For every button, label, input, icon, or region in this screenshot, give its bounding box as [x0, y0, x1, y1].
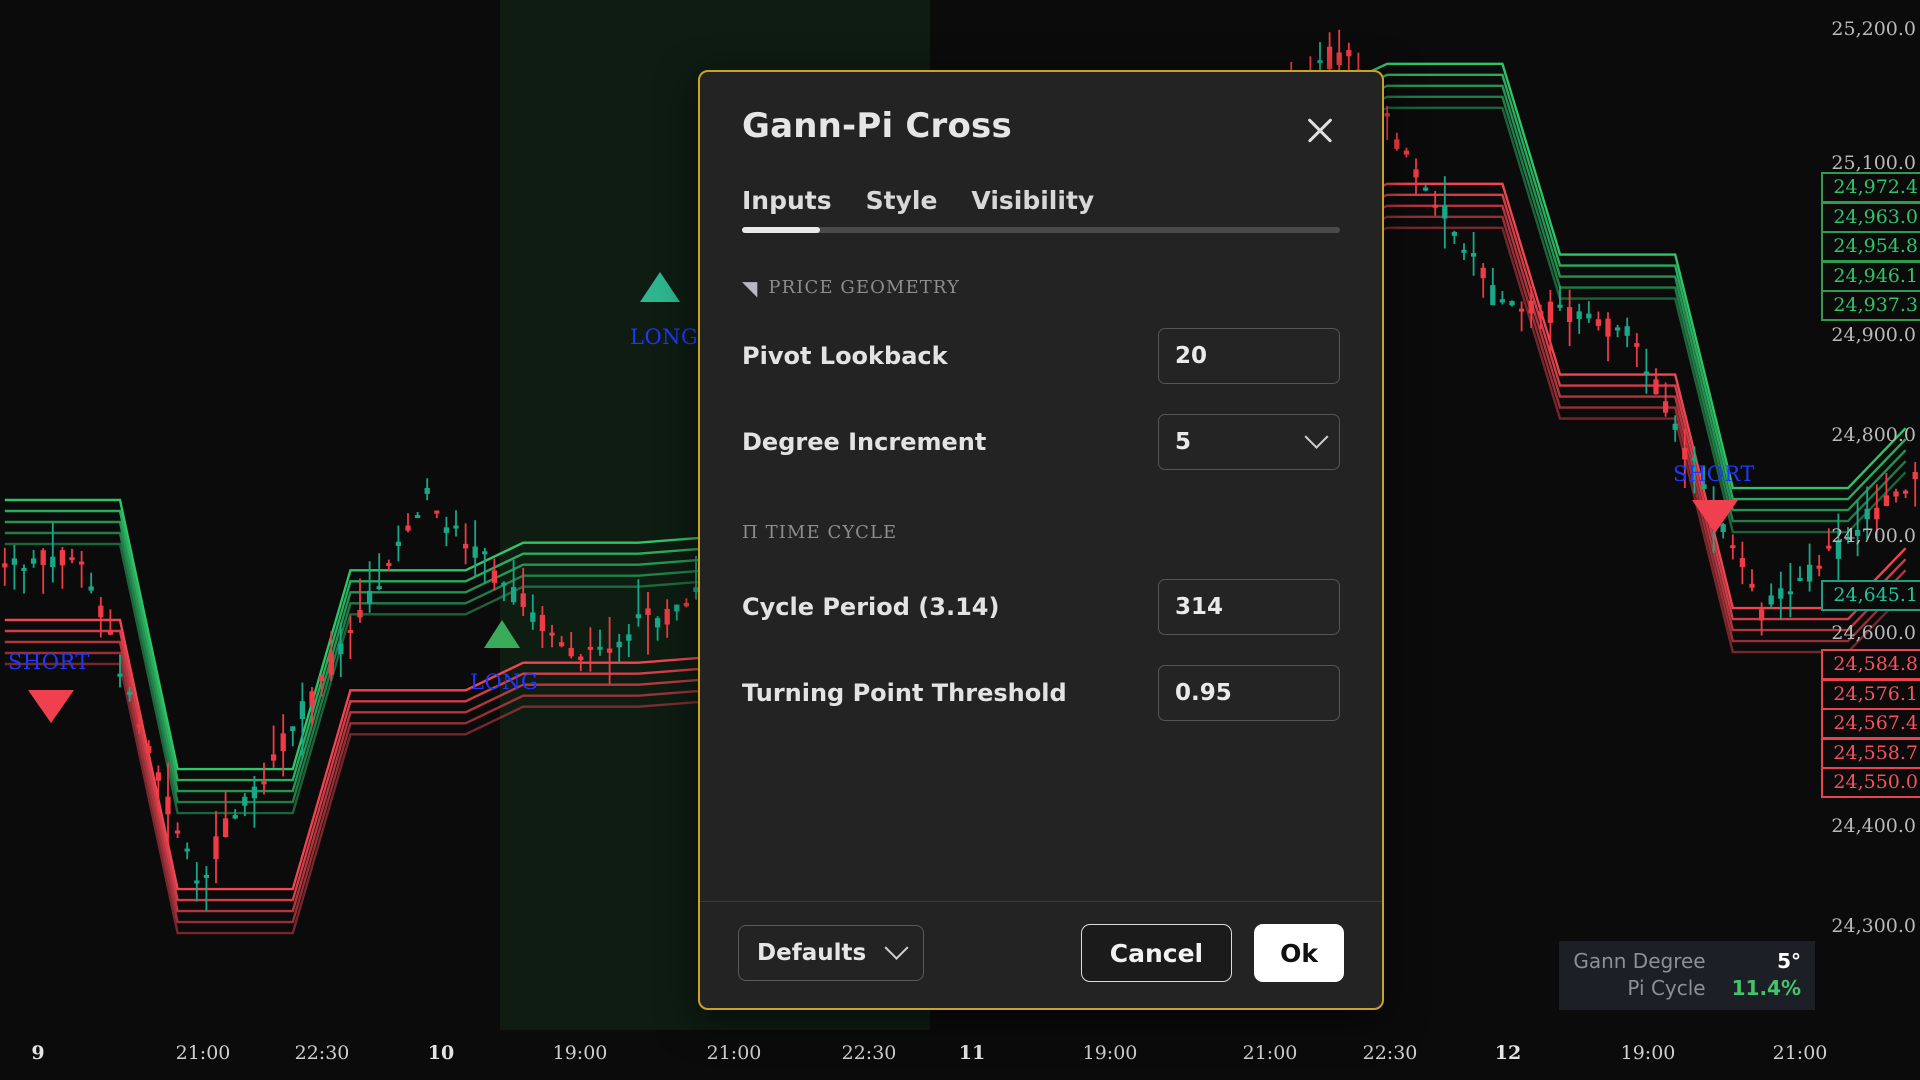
time-axis-label: 22:30: [1362, 1042, 1418, 1064]
defaults-button-label: Defaults: [757, 940, 867, 966]
status-row-key: Gann Degree: [1573, 949, 1706, 973]
defaults-button[interactable]: Defaults: [738, 925, 925, 981]
price-axis-label: 24,700.0: [1831, 525, 1916, 547]
price-axis-label: 25,200.0: [1831, 18, 1916, 40]
select-degree-increment[interactable]: 5: [1158, 414, 1340, 470]
dialog-tabs[interactable]: Inputs Style Visibility: [742, 186, 1340, 225]
tab-style[interactable]: Style: [865, 186, 938, 215]
time-axis-label: 9: [31, 1042, 45, 1064]
signal-label: LONG: [470, 670, 539, 694]
time-axis-label: 12: [1494, 1042, 1522, 1064]
time-axis-label: 22:30: [841, 1042, 897, 1064]
time-axis-label: 21:00: [1772, 1042, 1828, 1064]
chevron-down-icon: [884, 935, 909, 960]
price-level-tag[interactable]: 24,576.1: [1821, 679, 1920, 710]
price-axis[interactable]: 25,200.0 25,100.0 24,900.0 24,800.0 24,700.0…: [1790, 0, 1920, 1030]
set-square-icon: ◥: [742, 275, 758, 300]
price-axis-label: 24,600.0: [1831, 622, 1916, 644]
section-label-time-cycle: Π TIME CYCLE: [742, 522, 898, 543]
signal-triangle-icon: [484, 620, 520, 648]
price-level-tag[interactable]: 24,972.4: [1821, 172, 1920, 203]
close-icon[interactable]: [1300, 110, 1340, 150]
chevron-down-icon: [1304, 424, 1329, 449]
signal-triangle-icon: [1692, 500, 1738, 533]
field-row-cycle-period: Cycle Period (3.14) 314: [742, 579, 1340, 635]
price-level-tag[interactable]: 24,946.1: [1821, 261, 1920, 292]
time-axis-label: 19:00: [552, 1042, 608, 1064]
field-row-pivot-lookback: Pivot Lookback 20: [742, 328, 1340, 384]
signal-label: SHORT: [1673, 462, 1755, 486]
time-axis[interactable]: 9 21:00 22:30 10 19:00 21:00 22:30 11 19:00 21:00…: [0, 1030, 1920, 1080]
price-level-tag[interactable]: 24,937.3: [1821, 290, 1920, 321]
price-axis-label: 24,800.0: [1831, 424, 1916, 446]
section-label-price-geometry: PRICE GEOMETRY: [768, 277, 960, 298]
label-pivot-lookback: Pivot Lookback: [742, 342, 948, 370]
ok-button[interactable]: Ok: [1254, 924, 1344, 982]
input-turning-point-threshold[interactable]: 0.95: [1158, 665, 1340, 721]
price-axis-label: 24,900.0: [1831, 324, 1916, 346]
status-row-value: 11.4%: [1731, 976, 1801, 1000]
tab-visibility[interactable]: Visibility: [971, 186, 1095, 215]
label-cycle-period: Cycle Period (3.14): [742, 593, 1000, 621]
status-row-key: Pi Cycle: [1627, 976, 1706, 1000]
signal-triangle-icon: [640, 272, 680, 302]
price-level-tag[interactable]: 24,567.4: [1821, 708, 1920, 739]
time-axis-label: 19:00: [1082, 1042, 1138, 1064]
input-pivot-lookback[interactable]: 20: [1158, 328, 1340, 384]
label-degree-increment: Degree Increment: [742, 428, 987, 456]
price-level-tag[interactable]: 24,584.8: [1821, 649, 1920, 680]
price-level-tag[interactable]: 24,550.0: [1821, 767, 1920, 798]
time-axis-label: 10: [427, 1042, 455, 1064]
cancel-button[interactable]: Cancel: [1080, 924, 1233, 982]
time-axis-label: 21:00: [175, 1042, 231, 1064]
dialog-title: Gann-Pi Cross: [742, 106, 1012, 146]
signal-label: SHORT: [8, 650, 90, 674]
time-axis-label: 19:00: [1620, 1042, 1676, 1064]
time-axis-label: 21:00: [1242, 1042, 1298, 1064]
field-row-degree-increment: Degree Increment 5: [742, 414, 1340, 470]
field-row-turning-point-threshold: Turning Point Threshold 0.95: [742, 665, 1340, 721]
input-cycle-period[interactable]: 314: [1158, 579, 1340, 635]
price-level-tag[interactable]: 24,558.7: [1821, 738, 1920, 769]
label-turning-point-threshold: Turning Point Threshold: [742, 679, 1067, 707]
indicator-settings-dialog[interactable]: Gann-Pi Cross Inputs Style Visibility ◥ …: [698, 70, 1384, 1010]
dialog-titlebar: Gann-Pi Cross: [742, 106, 1340, 150]
price-level-tag[interactable]: 24,954.8: [1821, 231, 1920, 262]
section-header-time-cycle: Π TIME CYCLE: [742, 522, 1340, 543]
tab-scrollbar[interactable]: [742, 227, 1340, 233]
indicator-status-box: Gann Degree 5° Pi Cycle 11.4%: [1559, 941, 1815, 1010]
status-row-value: 5°: [1777, 949, 1801, 973]
signal-label: LONG: [630, 325, 699, 349]
price-level-tag[interactable]: 24,645.1: [1821, 580, 1920, 611]
dialog-body: Gann-Pi Cross Inputs Style Visibility ◥ …: [700, 72, 1382, 901]
section-header-price-geometry: ◥ PRICE GEOMETRY: [742, 277, 1340, 298]
select-degree-increment-value: 5: [1175, 429, 1192, 455]
time-axis-label: 22:30: [294, 1042, 350, 1064]
dialog-footer: Defaults Cancel Ok: [700, 901, 1382, 1008]
price-axis-label: 24,300.0: [1831, 915, 1916, 937]
tab-inputs[interactable]: Inputs: [742, 186, 832, 215]
signal-triangle-icon: [28, 690, 74, 723]
time-axis-label: 21:00: [706, 1042, 762, 1064]
footer-actions: Cancel Ok: [1080, 924, 1344, 982]
time-axis-label: 11: [958, 1042, 986, 1064]
price-axis-label: 25,100.0: [1831, 152, 1916, 174]
price-level-tag[interactable]: 24,963.0: [1821, 202, 1920, 233]
price-axis-label: 24,400.0: [1831, 815, 1916, 837]
